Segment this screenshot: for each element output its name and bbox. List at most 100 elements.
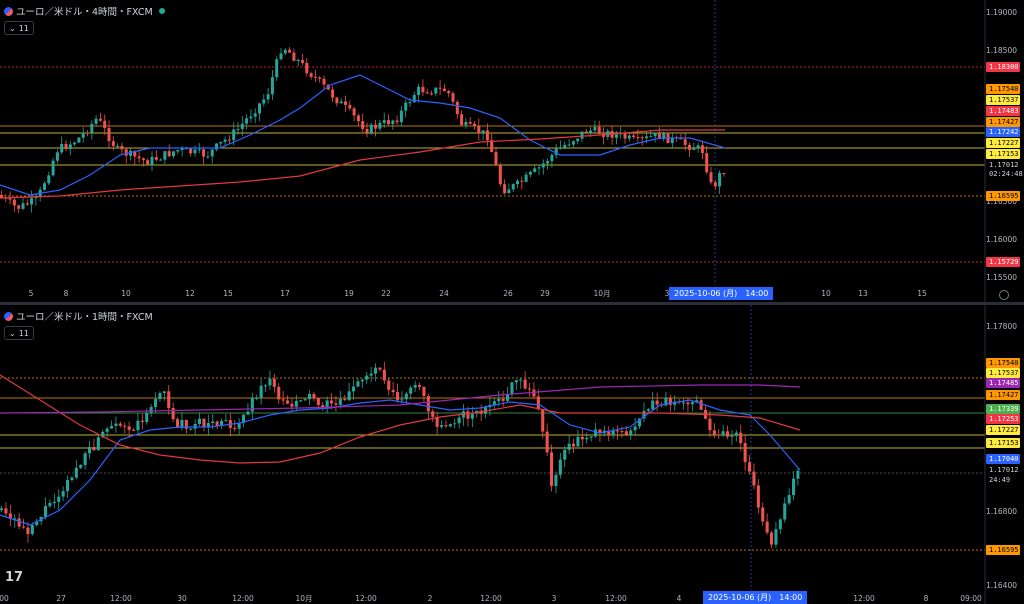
candle-body [13, 518, 17, 520]
candle-body [649, 136, 653, 138]
time-crosshair-label: 2025-10-06 (月) 14:00 [669, 287, 774, 300]
candle-body [408, 102, 412, 104]
chart-canvas-1h[interactable]: 1.17800 1.16800 1.16400 00 27 12:00 30 12:00 10月… [0, 305, 1024, 604]
candle-body [597, 126, 601, 134]
candle-body [94, 118, 98, 124]
time-tick-label: 3 [552, 594, 557, 603]
candle-body [796, 470, 800, 479]
candle-body [283, 49, 287, 54]
symbol-title[interactable]: ユーロ／米ドル・1時間・FXCM [4, 308, 153, 324]
candle-body [536, 396, 540, 410]
price-tag: 1.17427 [986, 390, 1020, 400]
candle-body [537, 167, 541, 169]
symbol-title[interactable]: ユーロ／米ドル・4時間・FXCM [4, 3, 165, 19]
candle-body [262, 99, 266, 104]
candle-body [281, 399, 285, 401]
candle-body [51, 160, 55, 176]
candle-body [589, 130, 593, 133]
candle-body [202, 418, 206, 427]
candle-body [154, 156, 158, 160]
candle-body [176, 419, 180, 429]
candle-body [101, 431, 105, 438]
candle-body [22, 526, 26, 528]
candle-body [197, 149, 201, 151]
candle-body [124, 149, 128, 156]
candle-body [670, 137, 674, 144]
candle-body [4, 508, 8, 514]
candle-body [412, 95, 416, 103]
time-tick-label: 29 [540, 289, 550, 298]
candle-body [206, 423, 210, 427]
candle-body [8, 198, 12, 200]
price-tag: 02:24:48 [986, 169, 1023, 179]
candle-body [580, 436, 584, 440]
price-tag: 1.17339 [986, 404, 1020, 414]
candle-body [184, 419, 188, 429]
chevron-down-icon: ⌄ [9, 23, 16, 33]
candle-body [712, 430, 716, 435]
candle-body [60, 143, 64, 153]
candle-body [632, 135, 636, 138]
candle-body [47, 175, 51, 184]
candle-body [308, 393, 312, 400]
time-tick-label: 24 [439, 289, 449, 298]
chart-pane-4h[interactable]: 1.19000 1.18500 1.16500 1.16000 1.15500 5 8 10 1… [0, 0, 1024, 302]
candle-body [743, 443, 747, 463]
candle-body [688, 144, 692, 150]
candle-body [365, 128, 369, 134]
candle-body [107, 127, 111, 142]
candle-body [696, 145, 700, 149]
time-tick-label: 4 [677, 594, 682, 603]
candle-body [541, 163, 545, 168]
chart-canvas-4h[interactable]: 1.19000 1.18500 1.16500 1.16000 1.15500 5 8 10 1… [0, 0, 1024, 302]
moving-average-long [0, 374, 801, 464]
settings-icon[interactable] [999, 290, 1009, 300]
candle-body [268, 378, 272, 386]
candle-body [30, 198, 34, 205]
candle-body [322, 78, 326, 85]
price-tick-label: 1.18500 [986, 46, 1017, 55]
candle-body [713, 182, 717, 187]
time-tick-label: 2 [428, 594, 433, 603]
price-tick-label: 1.19000 [986, 8, 1017, 17]
time-tick-label: 00 [0, 594, 9, 603]
price-tag: 1.17040 [986, 454, 1020, 464]
candle-body [585, 437, 589, 440]
time-tick-label: 22 [381, 289, 391, 298]
candle-body [506, 393, 510, 401]
candle-body [686, 402, 690, 405]
candle-body [227, 139, 231, 141]
candle-body [34, 197, 38, 199]
candle-body [233, 427, 237, 429]
candle-body [334, 403, 338, 405]
candle-body [180, 148, 184, 150]
candle-body [501, 398, 505, 401]
candle-body [550, 154, 554, 162]
candle-body [57, 496, 61, 502]
indicators-toggle[interactable]: ⌄ 11 [4, 21, 34, 35]
candle-body [646, 409, 650, 411]
price-tag: 1.18300 [986, 62, 1020, 72]
chart-pane-1h[interactable]: 1.17800 1.16800 1.16400 00 27 12:00 30 12:00 10月… [0, 305, 1024, 604]
moving-average-short [0, 74, 726, 196]
candle-body [193, 149, 197, 154]
candle-body [466, 411, 470, 419]
candle-body [163, 151, 167, 160]
candle-body [559, 147, 563, 149]
candle-body [77, 137, 81, 143]
moving-average-long [0, 129, 725, 199]
candle-body [240, 123, 244, 130]
candle-body [140, 420, 144, 423]
price-tag: 1.17540 [986, 84, 1020, 94]
candle-body [316, 398, 320, 406]
pane-separator[interactable] [0, 302, 1024, 305]
candle-body [162, 391, 166, 394]
indicators-toggle[interactable]: ⌄ 11 [4, 326, 34, 340]
price-tag: 1.17242 [986, 127, 1020, 137]
moving-average-short [0, 399, 801, 526]
time-tick-label: 3 [665, 289, 670, 298]
candle-body [434, 87, 438, 94]
tradingview-logo[interactable]: 17 [5, 570, 24, 585]
candle-body [507, 189, 511, 194]
candle-body [132, 429, 136, 431]
